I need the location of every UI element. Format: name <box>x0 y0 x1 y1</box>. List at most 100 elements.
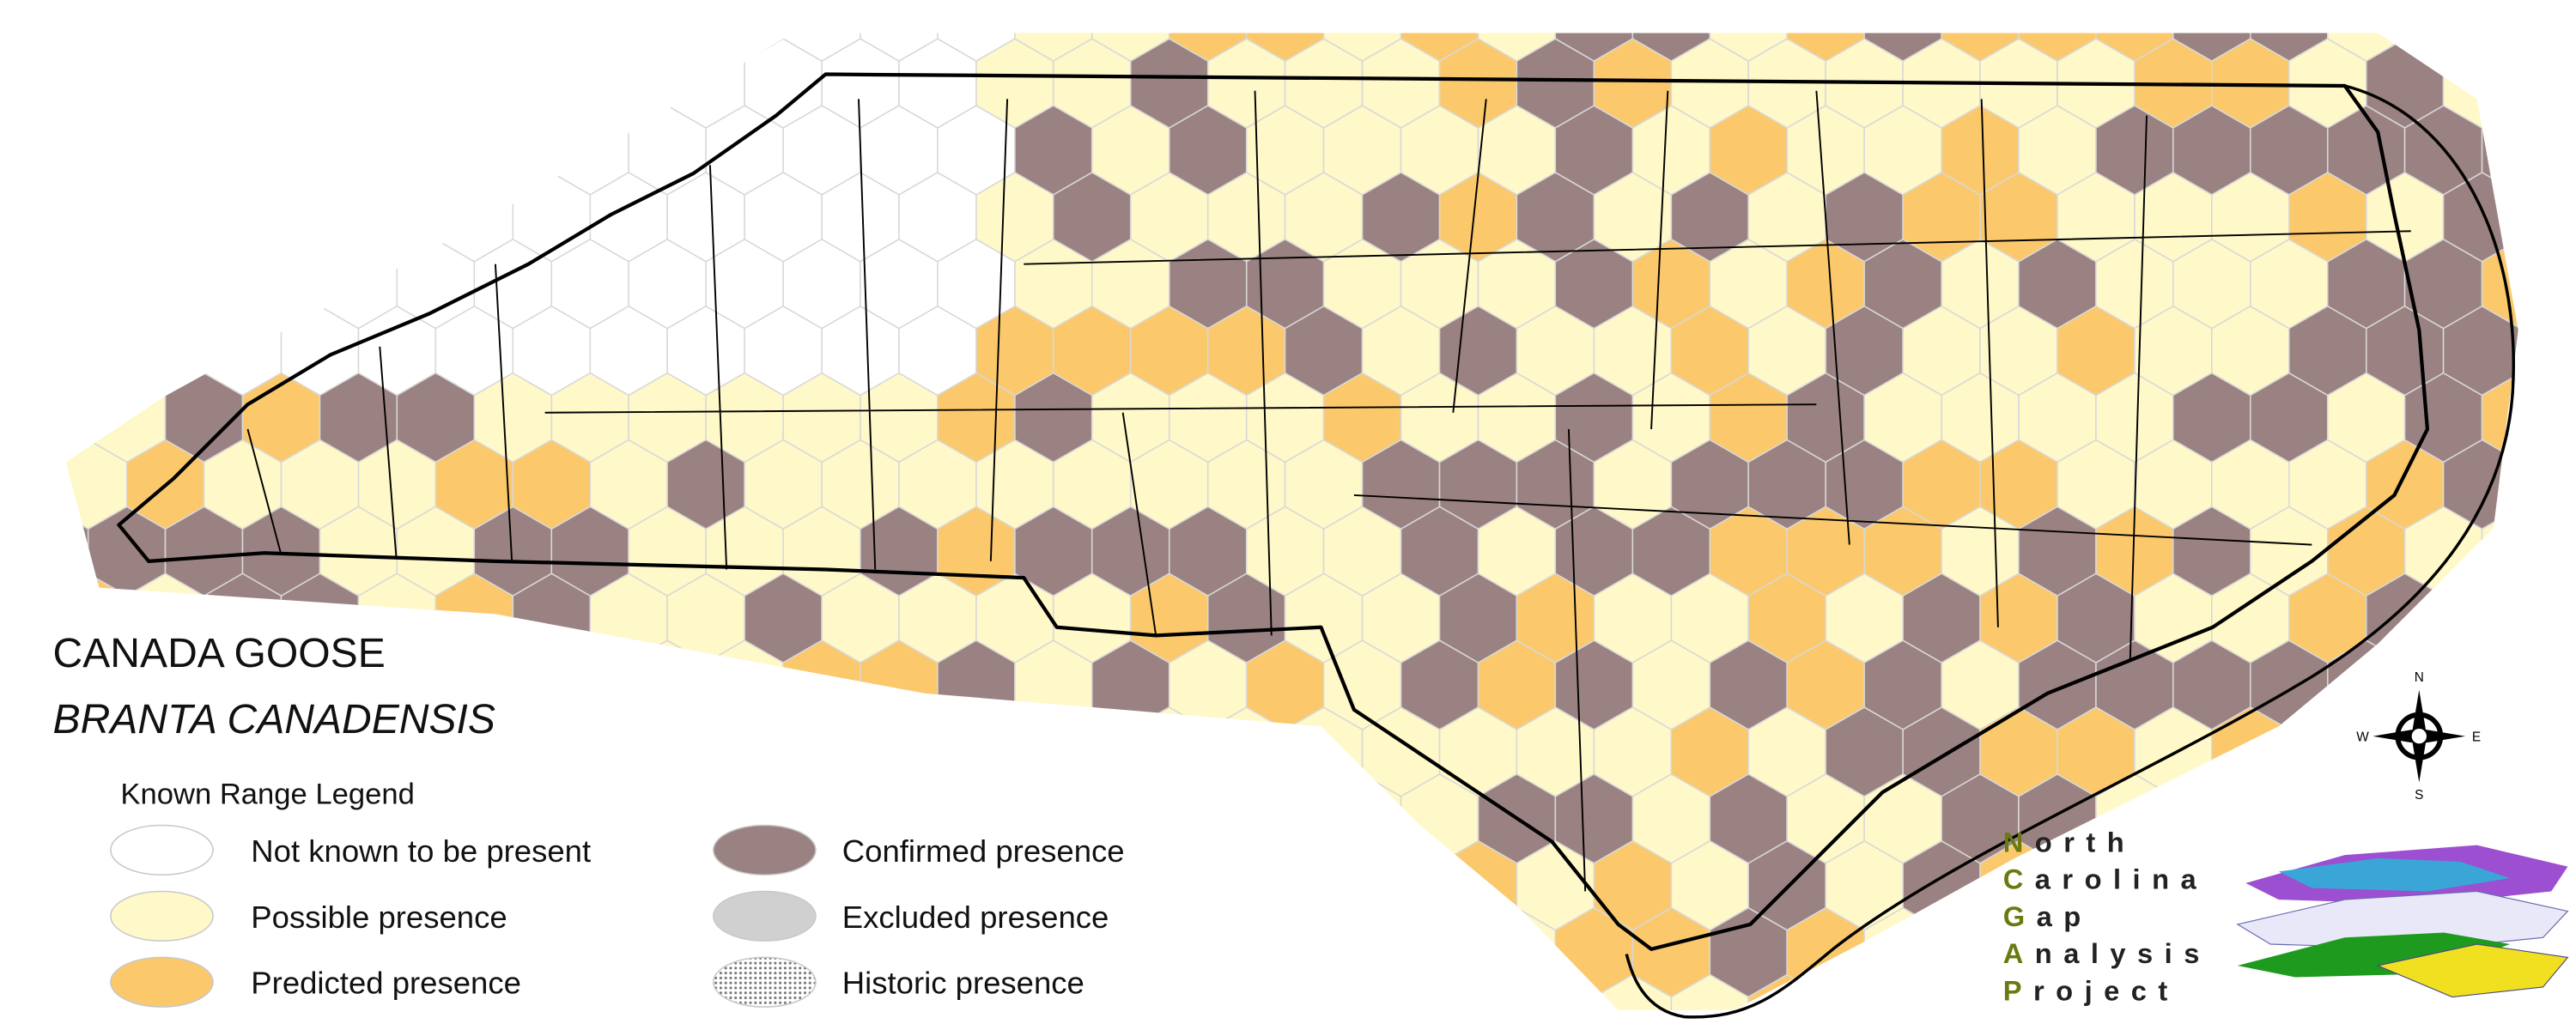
hexagon <box>1902 973 1981 1010</box>
legend-swatch <box>713 956 817 1008</box>
hexagon <box>1129 839 1209 931</box>
logo-initial: P <box>2003 974 2033 1006</box>
hexagon <box>589 973 668 1010</box>
hexagon <box>1400 906 1479 998</box>
hexagon <box>65 105 89 196</box>
map-subtitle: BRANTA CANADENSIS <box>53 696 495 742</box>
logo-rest: orth <box>2035 826 2136 857</box>
hexagon <box>164 238 244 330</box>
logo-line: Gap <box>2003 900 2093 932</box>
hexagon <box>203 38 283 129</box>
hexagon <box>1361 973 1441 1010</box>
hexagon <box>1516 973 1595 1010</box>
hexagon <box>1129 973 1209 1010</box>
hexagon <box>550 639 629 730</box>
hexagon <box>2442 706 2518 797</box>
hexagon <box>241 105 321 196</box>
hexagon <box>319 105 398 196</box>
hexagon <box>2560 506 2576 596</box>
hexagon <box>2560 774 2576 863</box>
hexagon <box>2521 306 2576 396</box>
compass: N S E W <box>2356 670 2481 803</box>
hexagon <box>65 906 89 998</box>
legend: Not known to be present Possible presence… <box>110 824 1125 1008</box>
logo-rest: roject <box>2033 974 2179 1006</box>
hexagon <box>2560 0 2576 61</box>
hexagon <box>1322 906 1402 998</box>
hexagon <box>1245 773 1325 864</box>
hexagon <box>2560 908 2576 997</box>
hexagon <box>550 33 629 63</box>
hexagon <box>65 33 89 63</box>
legend-swatch <box>110 890 214 942</box>
hexagon <box>280 38 360 129</box>
hexagon <box>2403 33 2483 63</box>
hexagon <box>434 38 514 129</box>
hexagon <box>589 839 668 931</box>
hexagon <box>2287 706 2367 797</box>
hexagon <box>2172 773 2251 864</box>
legend-swatch <box>110 956 214 1008</box>
offshore-boundary <box>1625 84 2515 1019</box>
hexagon <box>2560 640 2576 730</box>
hexagon <box>203 172 283 263</box>
hexagon <box>2250 773 2329 864</box>
hexagon <box>65 38 128 129</box>
hexagon <box>2521 440 2576 530</box>
legend-label: Possible presence <box>251 900 507 935</box>
hexagon <box>821 706 900 797</box>
hexagon <box>2481 33 2518 63</box>
hexagon <box>87 33 167 63</box>
hexagon <box>1825 973 1904 1010</box>
hexagon <box>2521 573 2576 663</box>
legend-label: Confirmed presence <box>842 833 1125 869</box>
legend-label: Historic presence <box>842 966 1084 1001</box>
hexagon <box>1129 706 1209 797</box>
logo-initial: C <box>2003 863 2035 895</box>
logo: North Carolina Gap Analysis Project <box>2003 826 2211 1006</box>
legend-title: Known Range Legend <box>120 779 415 811</box>
hexagon <box>473 105 553 196</box>
hexagon <box>898 706 977 797</box>
hexagon <box>65 172 128 263</box>
hexagon <box>589 38 668 129</box>
hexagon <box>65 506 89 597</box>
hexagon <box>65 372 89 464</box>
legend-swatch <box>713 890 817 942</box>
compass-s: S <box>2415 788 2423 803</box>
legend-label: Not known to be present <box>251 833 591 869</box>
compass-e: E <box>2472 730 2481 744</box>
hexagon <box>2560 373 2576 463</box>
hexagon <box>628 773 707 864</box>
compass-n: N <box>2415 670 2424 685</box>
legend-label: Excluded presence <box>842 900 1109 935</box>
hexagon <box>512 706 592 797</box>
hexagon <box>87 238 167 330</box>
map-title: CANADA GOOSE <box>53 630 386 676</box>
hexagon <box>628 906 707 998</box>
hexagon <box>1206 839 1286 931</box>
logo-line: Analysis <box>2003 937 2211 969</box>
hexagon <box>1284 839 1364 931</box>
hexagon <box>357 172 437 263</box>
legend-label: Predicted presence <box>251 966 521 1001</box>
hexagon <box>1168 906 1248 998</box>
logo-initial: N <box>2003 826 2035 857</box>
hexagon <box>1245 906 1325 998</box>
legend-swatch <box>713 824 817 876</box>
hexagon <box>319 33 398 63</box>
hexagon <box>241 33 321 63</box>
hexagon <box>512 38 592 129</box>
hexagon <box>975 706 1054 797</box>
hexagon <box>2211 973 2290 1010</box>
logo-initial: A <box>2003 937 2035 969</box>
hexagon <box>65 773 89 864</box>
hexagon <box>164 33 244 63</box>
county-lines <box>246 90 2411 892</box>
logo-line: Carolina <box>2003 863 2208 895</box>
hexagon <box>473 33 553 63</box>
hexagon <box>2481 372 2518 464</box>
hexagon <box>1168 773 1248 864</box>
hexagon <box>2481 639 2518 730</box>
